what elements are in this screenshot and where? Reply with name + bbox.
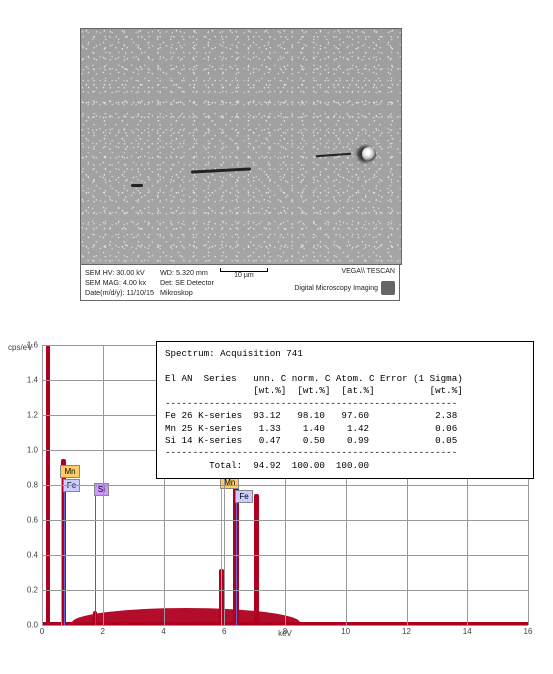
- element-marker-line: [61, 478, 62, 625]
- scale-bar: 10 µm: [220, 268, 268, 279]
- sem-inst: Mikroskop: [160, 288, 214, 297]
- x-tick-label: 0: [40, 627, 44, 636]
- x-tick-label: 10: [341, 627, 350, 636]
- x-tick-label: 2: [101, 627, 105, 636]
- sem-date: Date(m/d/y): 11/10/15: [85, 288, 154, 297]
- sem-hv: SEM HV: 30.00 kV: [85, 268, 154, 277]
- sem-wd: WD: 5.320 mm: [160, 268, 214, 277]
- y-tick-label: 0.6: [0, 516, 38, 525]
- sem-micrograph: [80, 28, 402, 265]
- x-tick-label: 12: [402, 627, 411, 636]
- element-marker-line: [64, 492, 65, 625]
- element-marker-label: Mn: [60, 465, 79, 478]
- sem-figure: SEM HV: 30.00 kV SEM MAG: 4.00 kx Date(m…: [80, 28, 400, 301]
- crater-feature: [362, 147, 376, 161]
- x-tick-label: 14: [463, 627, 472, 636]
- y-tick-label: 0.2: [0, 586, 38, 595]
- x-tick-label: 8: [283, 627, 287, 636]
- vendor-top: VEGA\\ TESCAN: [341, 268, 395, 275]
- y-tick-label: 1.6: [0, 341, 38, 350]
- spectrum-table: Spectrum: Acquisition 741 El AN Series u…: [156, 341, 534, 479]
- y-tick-label: 1.4: [0, 376, 38, 385]
- scale-value: 10 µm: [234, 272, 254, 279]
- y-tick-label: 0.0: [0, 621, 38, 630]
- spectrum-peak: [254, 494, 259, 625]
- x-tick-label: 4: [161, 627, 165, 636]
- element-marker-line: [95, 496, 96, 626]
- vendor-logo-icon: [381, 281, 395, 295]
- sem-mag: SEM MAG: 4.00 kx: [85, 278, 154, 287]
- y-tick-label: 1.2: [0, 411, 38, 420]
- y-tick-label: 0.8: [0, 481, 38, 490]
- element-marker-line: [221, 489, 222, 626]
- x-tick-label: 6: [222, 627, 226, 636]
- x-tick-label: 16: [524, 627, 533, 636]
- element-marker-label: Fe: [235, 490, 252, 503]
- y-tick-label: 0.4: [0, 551, 38, 560]
- sem-det: Det: SE Detector: [160, 278, 214, 287]
- y-tick-label: 1.0: [0, 446, 38, 455]
- sem-infobar: SEM HV: 30.00 kV SEM MAG: 4.00 kx Date(m…: [80, 265, 400, 301]
- vendor-bottom: Digital Microscopy Imaging: [294, 285, 378, 292]
- eds-figure: cps/eV MnFeSiMnFe keV 0.00.20.40.60.81.0…: [0, 331, 553, 661]
